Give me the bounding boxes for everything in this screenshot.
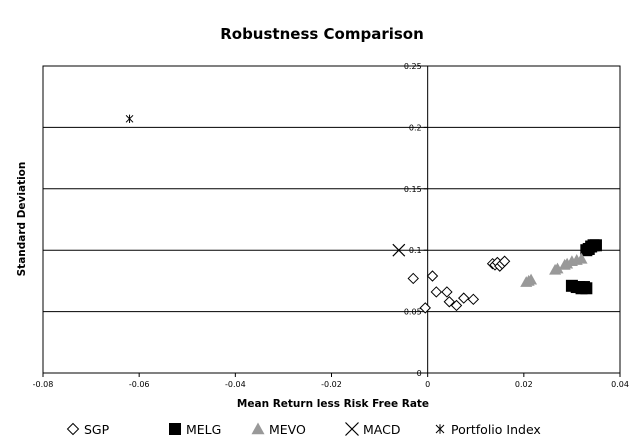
sgp-point	[419, 302, 431, 314]
mevo-point	[525, 273, 538, 285]
legend-portfolio-index-label: Portfolio Index	[451, 422, 541, 437]
x-tick-label: 0.04	[611, 380, 629, 389]
x-tick-label: -0.08	[33, 380, 54, 389]
data-points	[125, 114, 602, 314]
sgp-point	[441, 286, 453, 298]
chart-title: Robustness Comparison	[220, 25, 424, 43]
melg-point	[589, 239, 602, 252]
legend-mevo-label: MEVO	[269, 422, 306, 437]
tick-labels: -0.08 -0.06 -0.04 -0.02 0 0.02 0.04 0 0.05 0.1 0.1…	[33, 62, 629, 389]
sgp-point	[426, 270, 439, 282]
gridlines	[43, 126, 620, 313]
sgp-point	[443, 296, 456, 308]
sgp-point	[467, 293, 480, 306]
portfolio-index-point	[125, 114, 134, 124]
sgp-point	[450, 299, 463, 312]
legend-macd-marker	[345, 422, 359, 436]
legend-sgp-label: SGP	[84, 422, 110, 437]
y-tick-label: 0	[417, 369, 422, 378]
axes	[42, 65, 621, 377]
x-tick-label: 0.02	[515, 380, 533, 389]
x-tick-label: 0	[425, 380, 430, 389]
sgp-point	[407, 272, 419, 285]
y-tick-label: 0.2	[409, 123, 422, 132]
y-tick-label: 0.25	[404, 62, 422, 71]
legend-mevo-marker	[251, 422, 265, 435]
legend-melg-marker	[169, 423, 181, 435]
y-tick-label: 0.05	[404, 308, 422, 317]
legend-portfolio-index-marker	[435, 424, 445, 434]
melg-point	[580, 282, 593, 295]
x-tick-label: -0.04	[225, 380, 246, 389]
x-tick-label: -0.06	[129, 380, 150, 389]
mevo-point	[551, 262, 564, 274]
plot-area	[42, 65, 621, 374]
legend-melg-label: MELG	[186, 422, 221, 437]
mevo-point	[575, 252, 588, 264]
sgp-point	[430, 286, 443, 298]
y-tick-label: 0.15	[404, 185, 422, 194]
legend-macd-label: MACD	[363, 422, 400, 437]
x-tick-label: -0.02	[321, 380, 342, 389]
legend-sgp-marker	[66, 422, 80, 436]
x-axis-label: Mean Return less Risk Free Rate	[237, 398, 429, 410]
macd-point	[392, 243, 406, 257]
y-axis-label: Standard Deviation	[16, 162, 28, 277]
sgp-point	[458, 292, 470, 304]
sgp-point	[498, 255, 511, 267]
y-tick-label: 0.1	[409, 246, 422, 255]
legend: SGP MELG MEVO MACD Portfolio Index	[66, 422, 541, 437]
